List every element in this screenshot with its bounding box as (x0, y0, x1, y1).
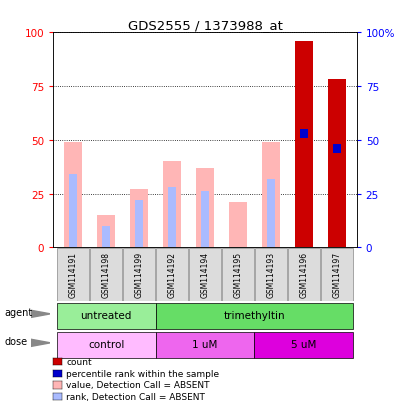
Text: GSM114196: GSM114196 (299, 252, 308, 298)
Bar (90, 248, 122, 301)
Text: GSM114199: GSM114199 (134, 252, 143, 298)
Bar (320, 248, 352, 301)
Text: GSM114191: GSM114191 (68, 252, 77, 298)
Bar (254, 248, 286, 301)
Bar (287, 248, 319, 301)
Bar (97, 216, 115, 248)
Bar (135, 201, 142, 248)
Bar (155, 303, 353, 329)
Text: rank, Detection Call = ABSENT: rank, Detection Call = ABSENT (66, 392, 205, 401)
Text: percentile rank within the sample: percentile rank within the sample (66, 369, 219, 378)
Text: value, Detection Call = ABSENT: value, Detection Call = ABSENT (66, 380, 209, 389)
Bar (130, 190, 148, 248)
Text: GSM114195: GSM114195 (233, 252, 242, 298)
Bar (56, 332, 155, 358)
Bar (64, 142, 82, 248)
Bar (196, 169, 213, 248)
Bar (221, 248, 254, 301)
Text: GSM114198: GSM114198 (101, 252, 110, 298)
Bar (102, 226, 110, 248)
Bar (168, 188, 175, 248)
Text: control: control (88, 339, 124, 349)
Text: 1 uM: 1 uM (192, 339, 217, 349)
Bar (56, 303, 155, 329)
Bar (228, 203, 247, 248)
Polygon shape (31, 339, 50, 347)
Bar (155, 248, 188, 301)
Bar (261, 142, 279, 248)
Text: GSM114193: GSM114193 (266, 252, 275, 298)
Polygon shape (31, 311, 50, 318)
Bar (294, 42, 312, 248)
Bar (333, 145, 340, 153)
Title: GDS2555 / 1373988_at: GDS2555 / 1373988_at (127, 19, 282, 32)
Bar (299, 130, 307, 138)
Text: trimethyltin: trimethyltin (223, 311, 285, 320)
Bar (57, 248, 89, 301)
Text: GSM114194: GSM114194 (200, 252, 209, 298)
Text: dose: dose (4, 336, 27, 346)
Text: GSM114192: GSM114192 (167, 252, 176, 298)
Text: GSM114197: GSM114197 (332, 252, 341, 298)
Text: agent: agent (4, 307, 32, 317)
Text: untreated: untreated (80, 311, 131, 320)
Text: 5 uM: 5 uM (290, 339, 316, 349)
Bar (254, 332, 353, 358)
Bar (201, 192, 208, 248)
Bar (69, 175, 76, 248)
Bar (123, 248, 155, 301)
Bar (327, 80, 345, 248)
Text: count: count (66, 357, 92, 366)
Bar (267, 179, 274, 248)
Bar (155, 332, 254, 358)
Bar (189, 248, 220, 301)
Bar (162, 162, 181, 248)
